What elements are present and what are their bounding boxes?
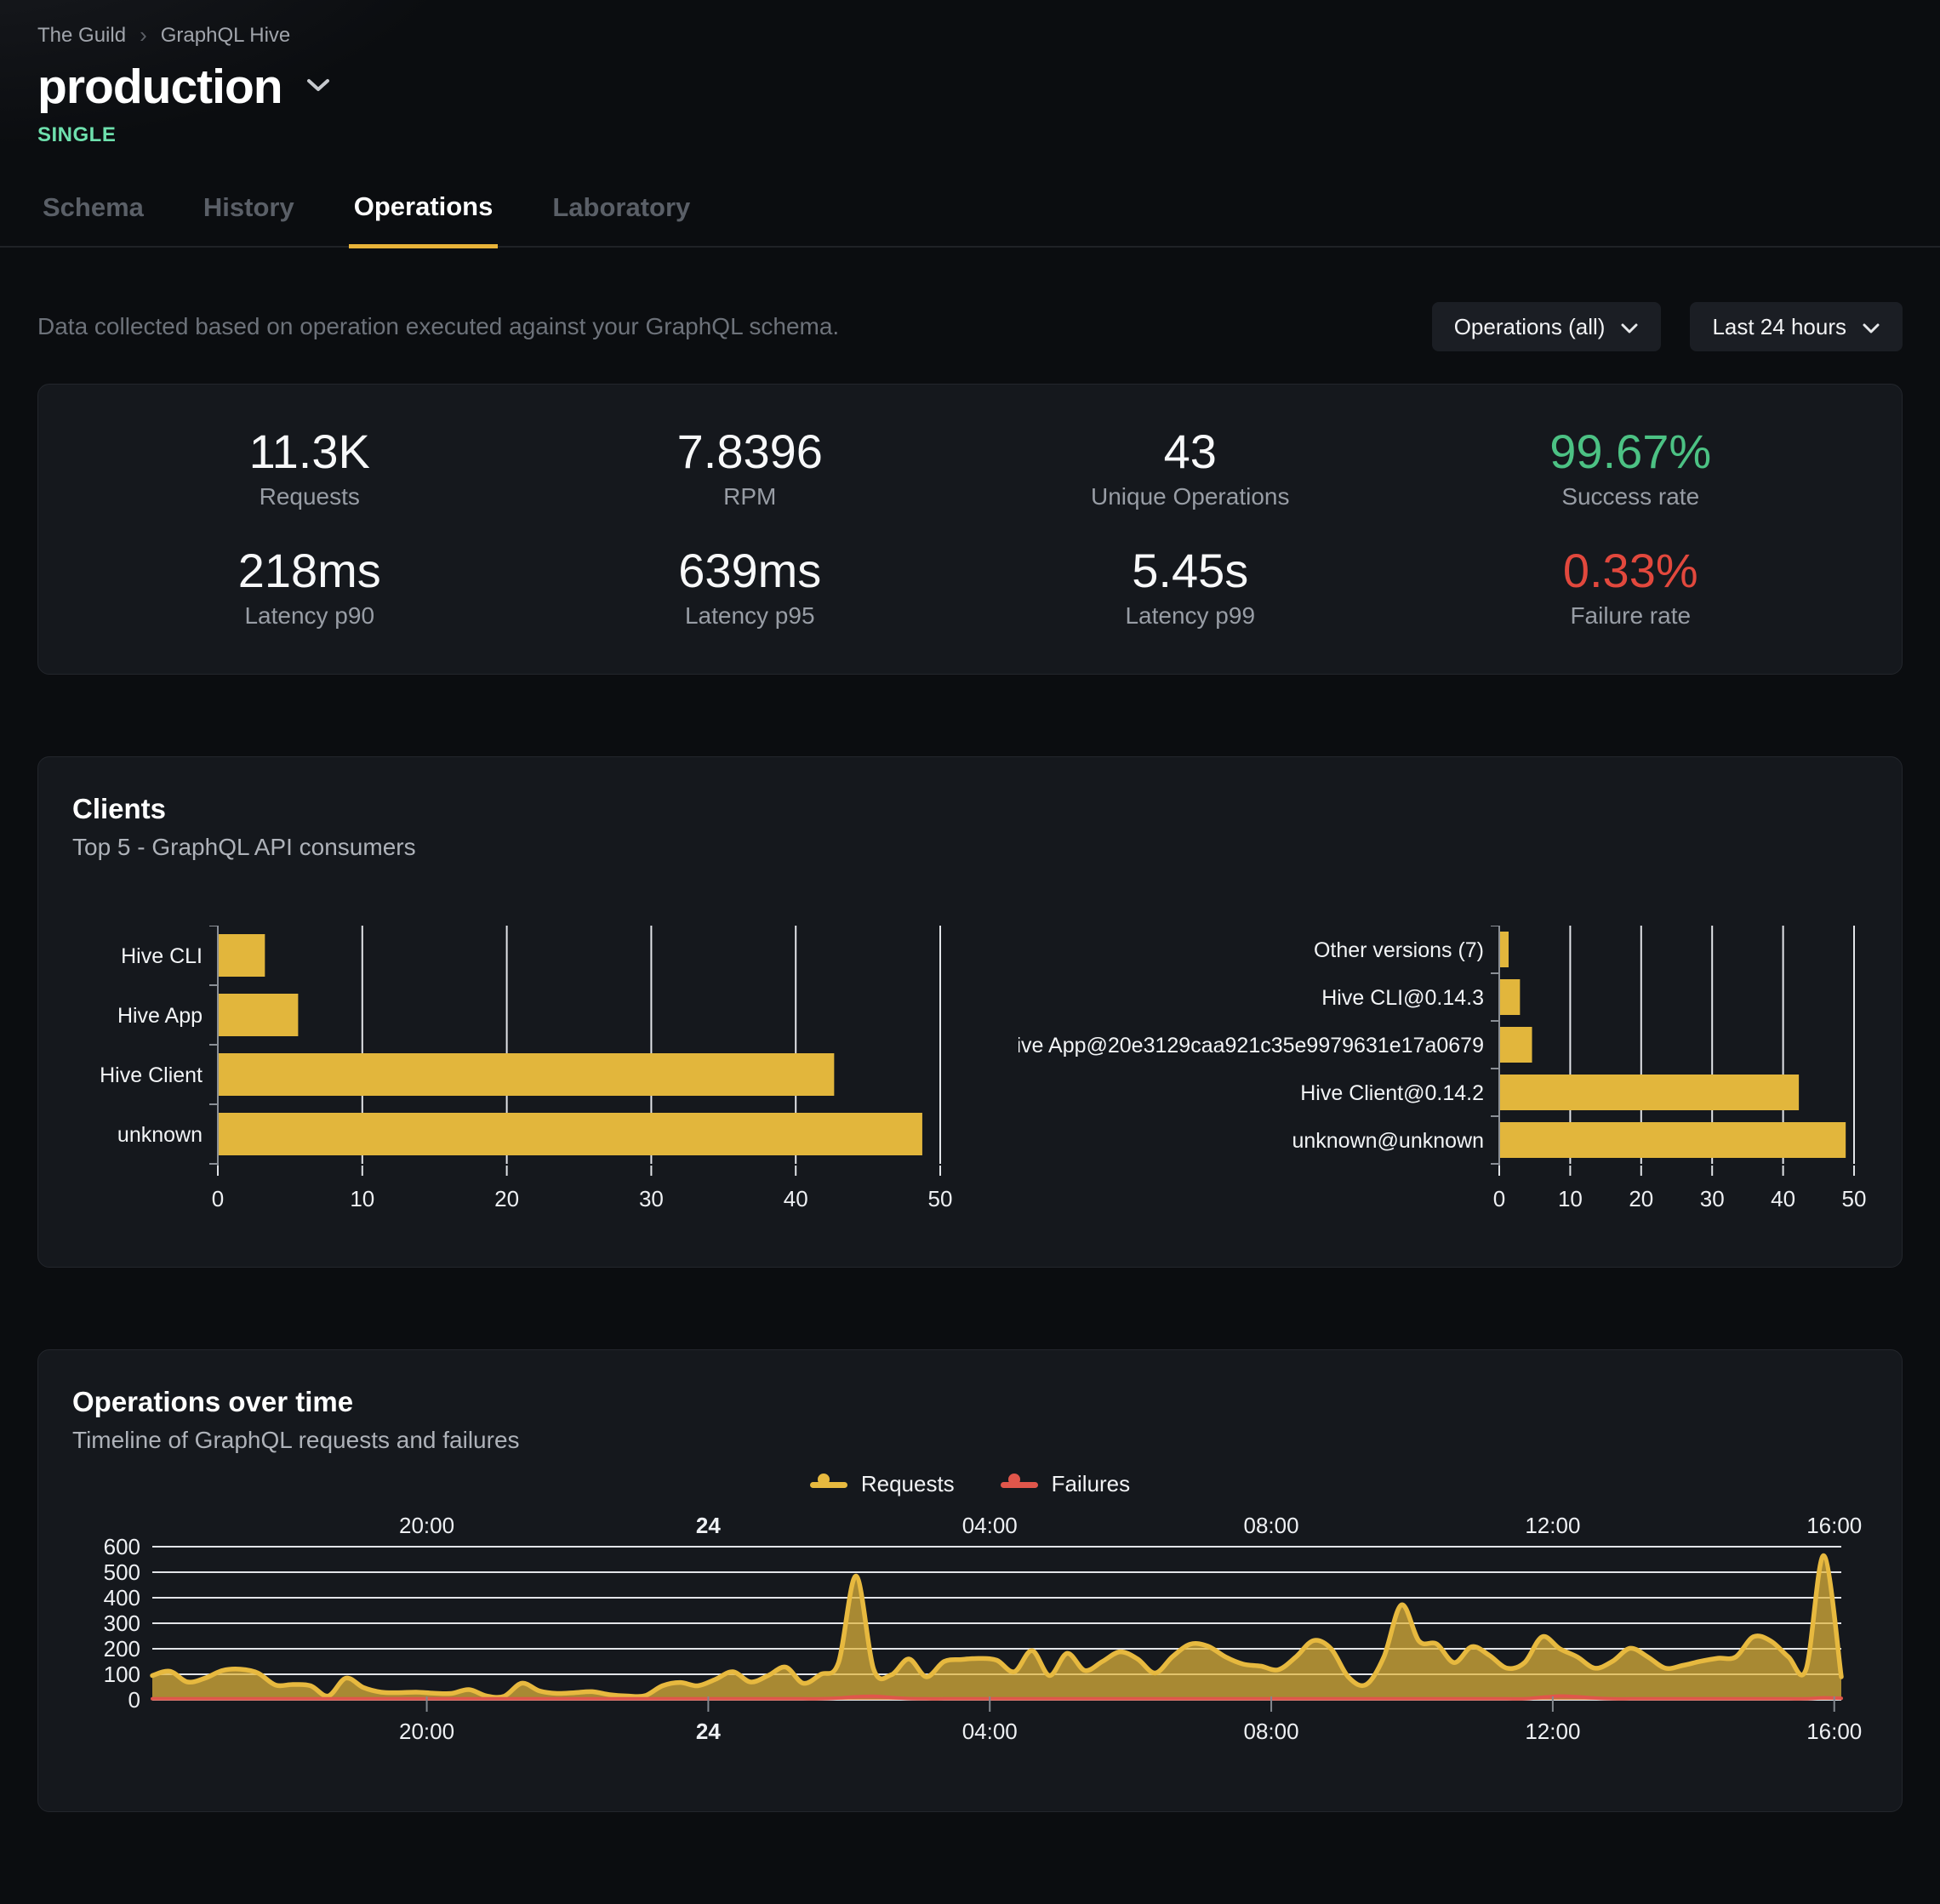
operations-card-subtitle: Timeline of GraphQL requests and failure…	[72, 1427, 520, 1453]
target-type-badge: SINGLE	[37, 123, 117, 146]
stat-latency-p90: 218ms Latency p90	[237, 544, 381, 630]
svg-text:300: 300	[104, 1610, 140, 1636]
chevron-down-icon	[1620, 314, 1639, 340]
tab-bar: Schema History Operations Laboratory	[0, 191, 1940, 248]
svg-text:24: 24	[696, 1719, 721, 1744]
legend-label: Failures	[1051, 1471, 1131, 1496]
svg-text:Hive App@20e3129caa921c35e9979: Hive App@20e3129caa921c35e9979631e17a067…	[1018, 1034, 1484, 1057]
filter-dropdowns: Operations (all) Last 24 hours	[1431, 302, 1903, 351]
svg-text:unknown: unknown	[117, 1123, 203, 1147]
svg-text:16:00: 16:00	[1806, 1719, 1862, 1744]
legend-requests-icon	[809, 1473, 847, 1496]
page-title: production	[37, 60, 283, 114]
svg-text:unknown@unknown: unknown@unknown	[1292, 1129, 1484, 1153]
stat-latency-p95: 639ms Latency p95	[678, 544, 822, 630]
legend-item-requests[interactable]: Requests	[809, 1471, 955, 1497]
stat-requests: 11.3K Requests	[248, 425, 370, 510]
svg-text:20: 20	[1629, 1186, 1653, 1211]
stats-summary-card: 11.3K Requests 7.8396 RPM 43 Unique Oper…	[37, 384, 1903, 675]
stat-rpm: 7.8396 RPM	[676, 425, 823, 510]
breadcrumb: The Guild › GraphQL Hive	[37, 0, 1903, 48]
svg-text:08:00: 08:00	[1244, 1513, 1299, 1538]
operations-filter-dropdown[interactable]: Operations (all)	[1431, 302, 1662, 351]
page: The Guild › GraphQL Hive production SING…	[0, 0, 1940, 1812]
svg-text:600: 600	[104, 1534, 140, 1559]
svg-text:04:00: 04:00	[962, 1719, 1018, 1744]
stat-latency-p99: 5.45s Latency p99	[1125, 544, 1256, 630]
target-selector[interactable]: production	[37, 59, 1903, 115]
time-range-dropdown[interactable]: Last 24 hours	[1690, 302, 1903, 351]
time-range-value: Last 24 hours	[1712, 313, 1846, 339]
legend-failures-icon	[1000, 1473, 1038, 1496]
svg-text:400: 400	[104, 1585, 140, 1610]
timeline-legend: Requests Failures	[72, 1471, 1868, 1497]
operations-filter-value: Operations (all)	[1453, 313, 1606, 339]
stat-success-rate: 99.67% Success rate	[1549, 425, 1712, 510]
breadcrumb-org[interactable]: The Guild	[37, 23, 127, 47]
svg-text:Hive CLI@0.14.3: Hive CLI@0.14.3	[1321, 986, 1484, 1010]
svg-text:0: 0	[212, 1186, 224, 1211]
legend-label: Requests	[860, 1471, 955, 1496]
clients-chart-versions[interactable]: Other versions (7) Hive CLI@0.14.3 Hive Ap…	[1001, 924, 1868, 1219]
svg-text:40: 40	[784, 1186, 808, 1211]
svg-text:20:00: 20:00	[399, 1719, 454, 1744]
svg-text:50: 50	[928, 1186, 953, 1211]
svg-text:20: 20	[494, 1186, 519, 1211]
clients-card-subtitle: Top 5 - GraphQL API consumers	[72, 834, 416, 860]
svg-text:200: 200	[104, 1636, 140, 1662]
tab-history[interactable]: History	[198, 191, 300, 246]
clients-card-title: Clients	[72, 793, 167, 824]
svg-text:16:00: 16:00	[1806, 1513, 1862, 1538]
svg-text:50: 50	[1842, 1186, 1867, 1211]
svg-text:24: 24	[696, 1513, 721, 1538]
svg-text:10: 10	[1558, 1186, 1583, 1211]
operations-timeline-chart[interactable]: 0 100 200 300 400 500 600 20:00 24 04:00 08:00 12:0…	[72, 1509, 1868, 1764]
svg-text:04:00: 04:00	[962, 1513, 1018, 1538]
svg-text:10: 10	[350, 1186, 374, 1211]
collection-description: Data collected based on operation execut…	[37, 313, 840, 339]
svg-text:Hive App: Hive App	[117, 1004, 203, 1028]
svg-text:30: 30	[639, 1186, 664, 1211]
clients-charts: Hive CLI Hive App Hive Client unknown 0 10 20 3…	[72, 924, 1868, 1219]
svg-text:12:00: 12:00	[1525, 1513, 1580, 1538]
svg-text:Hive Client: Hive Client	[100, 1063, 203, 1087]
svg-text:0: 0	[1493, 1186, 1505, 1211]
tab-schema[interactable]: Schema	[37, 191, 149, 246]
breadcrumb-project[interactable]: GraphQL Hive	[160, 23, 291, 47]
svg-text:0: 0	[128, 1687, 140, 1713]
tab-laboratory[interactable]: Laboratory	[547, 191, 695, 246]
svg-text:40: 40	[1771, 1186, 1795, 1211]
svg-text:30: 30	[1700, 1186, 1725, 1211]
svg-text:20:00: 20:00	[399, 1513, 454, 1538]
clients-chart-top5[interactable]: Hive CLI Hive App Hive Client unknown 0 10 20 3…	[72, 924, 954, 1219]
svg-text:Other versions (7): Other versions (7)	[1314, 938, 1484, 962]
svg-text:100: 100	[104, 1662, 140, 1687]
filter-row: Data collected based on operation execut…	[37, 302, 1903, 351]
svg-text:500: 500	[104, 1559, 140, 1585]
stat-failure-rate: 0.33% Failure rate	[1562, 544, 1698, 630]
operations-over-time-card: Operations over time Timeline of GraphQL…	[37, 1349, 1903, 1812]
svg-text:Hive CLI: Hive CLI	[121, 944, 203, 968]
legend-item-failures[interactable]: Failures	[1000, 1471, 1131, 1497]
clients-card: Clients Top 5 - GraphQL API consumers Hi…	[37, 756, 1903, 1268]
svg-text:12:00: 12:00	[1525, 1719, 1580, 1744]
breadcrumb-separator-icon: ›	[140, 22, 147, 48]
svg-text:08:00: 08:00	[1244, 1719, 1299, 1744]
operations-card-title: Operations over time	[72, 1386, 354, 1417]
tab-operations[interactable]: Operations	[348, 191, 499, 248]
svg-text:Hive Client@0.14.2: Hive Client@0.14.2	[1300, 1081, 1484, 1105]
stat-unique-operations: 43 Unique Operations	[1091, 425, 1290, 510]
chevron-down-icon	[1862, 314, 1880, 340]
chevron-down-icon[interactable]	[306, 77, 330, 97]
